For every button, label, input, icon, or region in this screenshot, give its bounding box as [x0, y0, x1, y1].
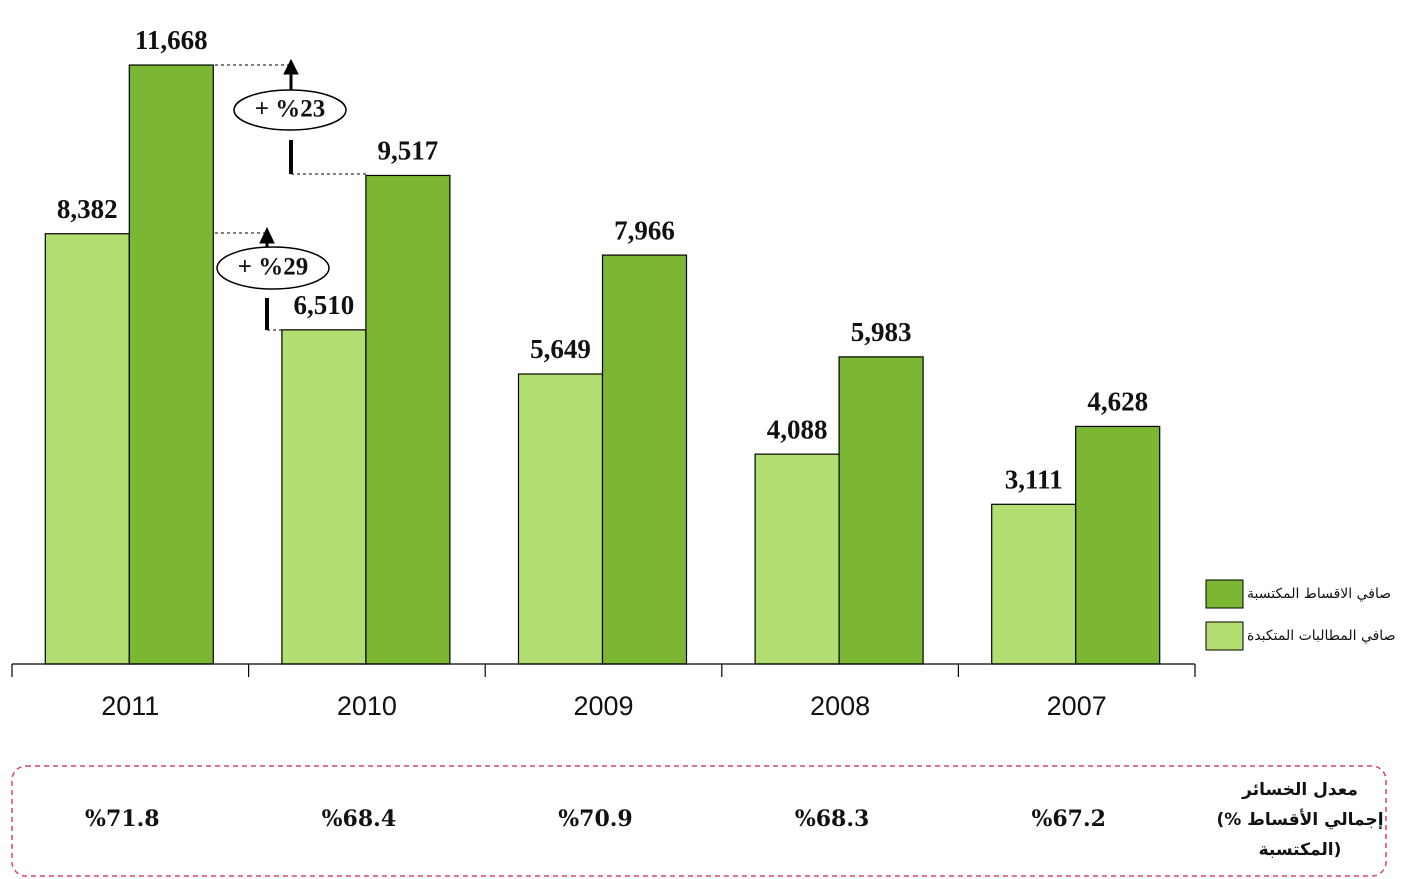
bar [365, 174, 451, 665]
bar [517, 373, 604, 665]
data-label: 5,649 [530, 334, 591, 364]
bar [754, 453, 840, 665]
data-label: 5,983 [851, 317, 912, 347]
data-label: 4,628 [1087, 387, 1148, 417]
loss-ratio: %68.3 [795, 806, 870, 832]
bar [991, 503, 1077, 665]
data-label: 9,517 [378, 136, 439, 166]
loss-ratio-box [11, 765, 1387, 877]
bar [838, 356, 924, 665]
growth-annotations [131, 58, 369, 331]
data-label: 7,966 [614, 215, 675, 245]
loss-ratio-label: معدل الخسائر [1241, 780, 1358, 800]
data-label: 6,510 [294, 290, 355, 320]
data-label: 3,111 [1005, 465, 1063, 495]
legend-swatch [1205, 579, 1244, 609]
annotation: + %23 [255, 96, 326, 123]
arrow-head [283, 58, 299, 75]
legend-label: صافي المطالبات المتكبدة [1247, 628, 1395, 644]
loss-ratio-label: (% إجمالي الأقساط [1216, 809, 1383, 830]
legend-swatch [1205, 621, 1244, 651]
loss-ratio: %68.4 [322, 806, 397, 832]
x-tick-label: 2010 [337, 691, 397, 721]
arrow-head [259, 226, 275, 244]
annotation-ellipse [233, 89, 347, 131]
annotation: + %29 [238, 254, 309, 281]
bar [44, 233, 130, 665]
loss-ratio: %71.8 [85, 806, 160, 832]
x-tick-label: 2008 [810, 691, 870, 721]
bar [128, 64, 214, 665]
bar [281, 329, 367, 665]
loss-ratio-label: المكتسبة) [1259, 840, 1342, 860]
data-label: 11,668 [135, 25, 208, 55]
loss-ratio: %67.2 [1031, 806, 1106, 832]
data-label: 4,088 [767, 414, 828, 444]
annotation-ellipse [216, 246, 330, 290]
bar [1075, 425, 1161, 665]
bar [601, 254, 688, 665]
x-tick-label: 2011 [101, 691, 159, 721]
x-tick-label: 2007 [1047, 691, 1107, 721]
data-label: 8,382 [57, 194, 118, 224]
loss-ratio: %70.9 [558, 806, 633, 832]
x-tick-label: 2009 [573, 691, 633, 721]
legend-label: صافي الاقساط المكتسبة [1247, 586, 1391, 602]
